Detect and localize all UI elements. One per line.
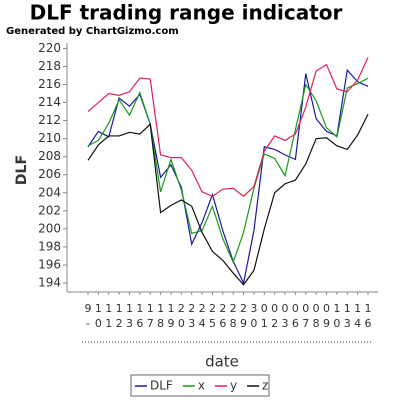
chart-subtitle: Generated by ChartGizmo.com <box>6 26 179 37</box>
legend-label: x <box>198 379 205 393</box>
y-tick-label: 212 <box>38 113 61 127</box>
x-axis-label: date <box>205 353 239 371</box>
y-tick-label: 198 <box>38 239 61 253</box>
y-tick-label: 214 <box>38 95 61 109</box>
y-tick-label: 208 <box>38 149 61 163</box>
series-line <box>87 68 369 285</box>
y-tick-label: 196 <box>38 257 61 271</box>
y-tick-label: 210 <box>38 131 61 145</box>
y-axis-label: DLF <box>14 155 30 185</box>
series-line <box>87 114 369 286</box>
series-line <box>87 57 369 198</box>
y-tick-label: 204 <box>38 185 61 199</box>
y-tick-label: 202 <box>38 203 61 217</box>
y-tick-label: 194 <box>38 275 61 289</box>
x-tick-label: 9- <box>85 302 92 330</box>
y-tick-label: 200 <box>38 221 61 235</box>
legend-label: z <box>262 379 268 393</box>
series-line <box>87 77 369 264</box>
legend-box <box>130 374 270 397</box>
y-tick-label: 206 <box>38 167 61 181</box>
legend-label: y <box>230 379 237 393</box>
legend-label: DLF <box>150 379 173 393</box>
chart-title: DLF trading range indicator <box>30 1 343 25</box>
y-tick-label: 218 <box>38 59 61 73</box>
y-tick-label: 216 <box>38 77 61 91</box>
y-tick-label: 220 <box>38 41 61 55</box>
